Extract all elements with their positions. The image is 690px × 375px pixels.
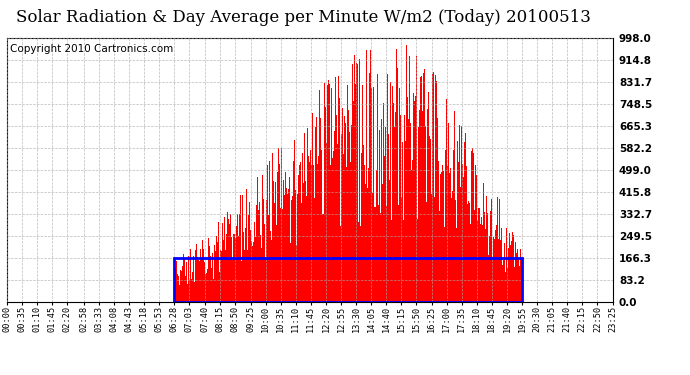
Text: Copyright 2010 Cartronics.com: Copyright 2010 Cartronics.com xyxy=(10,44,173,54)
Bar xyxy=(175,258,522,302)
Text: Solar Radiation & Day Average per Minute W/m2 (Today) 20100513: Solar Radiation & Day Average per Minute… xyxy=(16,9,591,26)
